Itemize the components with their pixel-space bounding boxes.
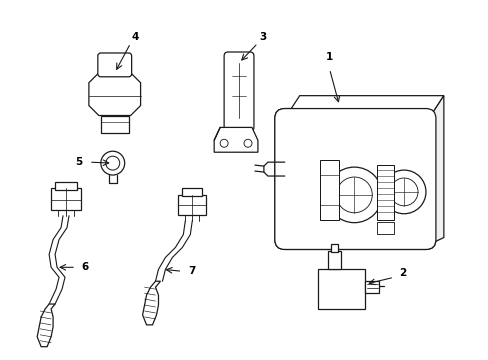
- Circle shape: [336, 177, 371, 213]
- Text: 6: 6: [81, 262, 88, 272]
- Polygon shape: [214, 127, 257, 152]
- Bar: [365, 281, 379, 293]
- Bar: [327, 251, 341, 269]
- Bar: [178, 195, 206, 215]
- FancyBboxPatch shape: [224, 52, 253, 131]
- Circle shape: [220, 139, 227, 147]
- FancyBboxPatch shape: [274, 109, 435, 249]
- Text: 3: 3: [259, 32, 266, 42]
- Bar: [182, 188, 202, 196]
- Polygon shape: [37, 304, 55, 347]
- Bar: [330, 244, 338, 252]
- Text: 1: 1: [325, 52, 332, 62]
- Bar: [55, 182, 77, 190]
- Circle shape: [326, 167, 382, 223]
- Circle shape: [382, 170, 425, 214]
- FancyBboxPatch shape: [98, 53, 131, 77]
- Polygon shape: [284, 96, 443, 118]
- Bar: [317, 269, 365, 309]
- FancyBboxPatch shape: [274, 109, 435, 249]
- Bar: [319, 160, 339, 220]
- Bar: [376, 165, 393, 220]
- Text: 4: 4: [132, 32, 139, 42]
- Polygon shape: [142, 281, 160, 325]
- Circle shape: [244, 139, 251, 147]
- Circle shape: [105, 156, 120, 170]
- Circle shape: [389, 178, 417, 206]
- Text: 7: 7: [188, 266, 196, 276]
- Circle shape: [101, 151, 124, 175]
- Bar: [101, 116, 128, 133]
- Polygon shape: [428, 96, 443, 244]
- Bar: [51, 188, 81, 210]
- Polygon shape: [89, 73, 141, 116]
- Text: 2: 2: [399, 268, 406, 278]
- Bar: [376, 222, 393, 234]
- Text: 5: 5: [75, 157, 82, 167]
